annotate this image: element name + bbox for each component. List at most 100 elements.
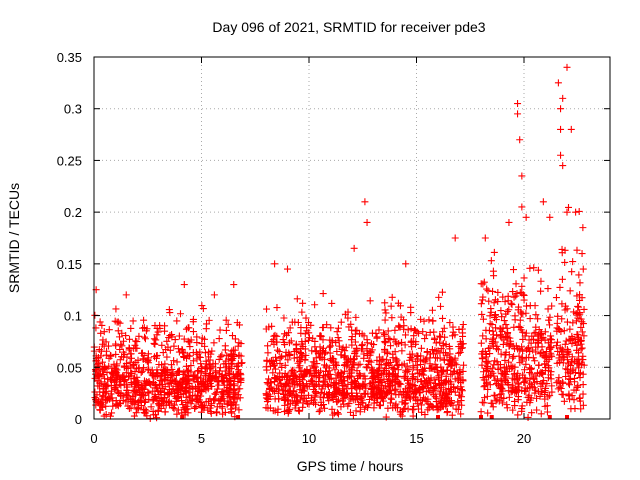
data-point <box>386 387 394 395</box>
data-point <box>379 356 387 364</box>
x-tick-label: 5 <box>198 431 205 446</box>
data-point <box>225 355 233 363</box>
data-point <box>446 319 454 327</box>
data-point <box>318 348 326 356</box>
data-point <box>199 305 207 313</box>
data-point <box>409 412 417 420</box>
data-point <box>333 328 341 336</box>
data-point <box>157 387 165 395</box>
data-point <box>310 385 318 393</box>
data-point <box>479 293 487 301</box>
data-point <box>344 308 352 316</box>
data-point <box>279 336 287 344</box>
data-point <box>385 369 393 377</box>
data-point <box>502 321 510 329</box>
data-point <box>319 344 327 352</box>
data-point <box>574 382 582 390</box>
data-point <box>501 356 509 364</box>
data-point <box>236 394 244 402</box>
data-point <box>376 364 384 372</box>
data-point <box>92 324 100 332</box>
data-point <box>137 369 145 377</box>
data-point <box>544 305 552 313</box>
data-point <box>425 316 433 324</box>
data-point <box>357 345 365 353</box>
data-point <box>445 342 453 350</box>
data-point <box>456 373 464 381</box>
data-point <box>459 321 467 329</box>
plot-frame <box>93 56 611 420</box>
data-point <box>572 208 580 216</box>
data-point <box>303 380 311 388</box>
data-point <box>554 312 562 320</box>
data-point <box>198 302 206 310</box>
data-point <box>117 381 125 389</box>
data-point <box>371 379 379 387</box>
data-point <box>319 371 327 379</box>
data-point <box>231 404 239 412</box>
data-point <box>230 390 238 398</box>
data-point <box>400 322 408 330</box>
data-point <box>548 388 556 396</box>
data-point <box>403 367 411 375</box>
data-point <box>494 288 502 296</box>
data-point <box>109 370 117 378</box>
data-point <box>153 414 161 422</box>
data-point <box>385 334 393 342</box>
data-point <box>216 326 224 334</box>
data-point <box>315 382 323 390</box>
data-point <box>398 347 406 355</box>
data-point <box>108 409 116 417</box>
data-point <box>192 395 200 403</box>
data-point <box>125 344 133 352</box>
data-point <box>487 368 495 376</box>
data-point <box>171 336 179 344</box>
data-point <box>155 397 163 405</box>
data-point <box>496 391 504 399</box>
data-point <box>133 338 141 346</box>
data-point <box>482 335 490 343</box>
data-point <box>144 350 152 358</box>
data-point <box>381 299 389 307</box>
data-point <box>283 331 291 339</box>
data-point <box>414 376 422 384</box>
data-point <box>559 162 567 170</box>
data-point <box>349 355 357 363</box>
data-point <box>410 332 418 340</box>
data-point <box>522 302 530 310</box>
data-point <box>138 384 146 392</box>
data-point <box>293 345 301 353</box>
data-point <box>140 364 148 372</box>
data-point <box>565 390 573 398</box>
data-point <box>328 338 336 346</box>
data-point <box>458 387 466 395</box>
data-point <box>342 343 350 351</box>
data-point <box>575 303 583 311</box>
data-point <box>506 334 514 342</box>
data-point <box>216 396 224 404</box>
data-point <box>388 293 396 301</box>
data-point <box>554 79 562 87</box>
data-point <box>541 328 549 336</box>
data-point <box>262 363 270 371</box>
data-point <box>381 345 389 353</box>
data-point <box>347 336 355 344</box>
data-point <box>498 334 506 342</box>
data-point <box>423 381 431 389</box>
data-point <box>189 349 197 357</box>
data-point <box>479 355 487 363</box>
data-point <box>407 338 415 346</box>
data-point <box>432 386 440 394</box>
data-point <box>116 319 124 327</box>
data-point <box>518 203 526 211</box>
data-point <box>122 332 130 340</box>
data-point <box>154 388 162 396</box>
data-point <box>552 294 560 302</box>
data-point <box>575 271 583 279</box>
data-point <box>170 342 178 350</box>
data-point <box>94 382 102 390</box>
data-point <box>124 389 132 397</box>
y-tick-label: 0.15 <box>57 257 82 272</box>
data-point <box>209 360 217 368</box>
data-point <box>535 361 543 369</box>
